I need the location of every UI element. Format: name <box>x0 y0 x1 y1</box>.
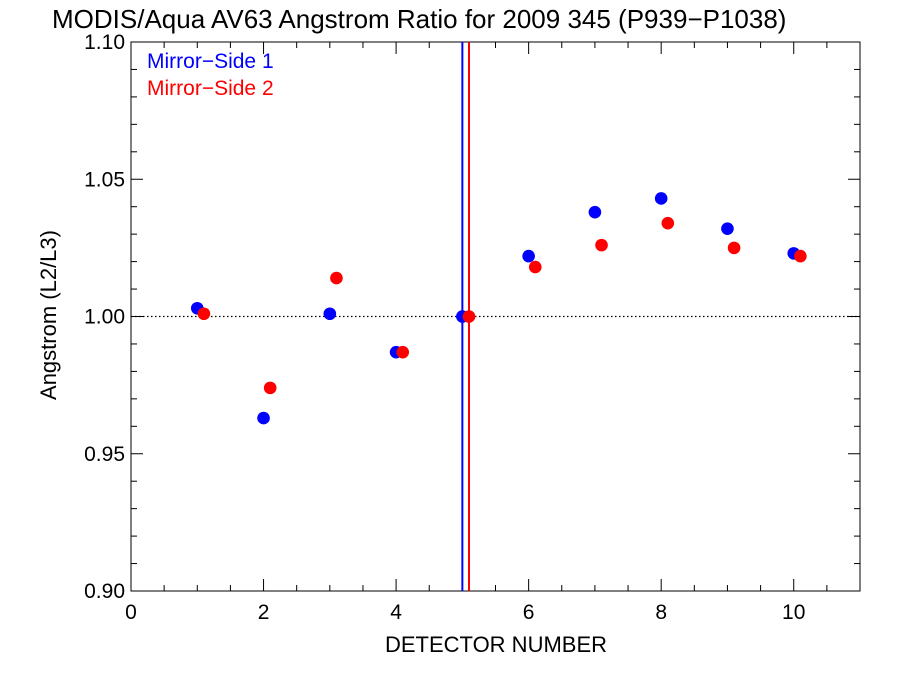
data-point-series-2 <box>595 238 608 252</box>
data-point-series-2 <box>661 216 675 230</box>
y-axis-label: Angstrom (L2/L3) <box>36 230 61 400</box>
x-tick-label: 2 <box>258 601 270 624</box>
x-axis-label: DETECTOR NUMBER <box>385 632 607 657</box>
legend: Mirror−Side 1 Mirror−Side 2 <box>147 50 274 100</box>
plot-area: 0 2 4 6 8 10 0.90 0.95 1.00 1.05 1.10 <box>84 31 861 624</box>
x-tick-label: 4 <box>390 601 402 624</box>
data-point-series-2 <box>528 260 542 274</box>
data-point-series-2 <box>396 345 410 359</box>
legend-entry-series-2: Mirror−Side 2 <box>147 77 274 100</box>
x-tick-label: 0 <box>125 601 137 624</box>
data-point-series-1 <box>323 307 337 321</box>
x-tick-label: 10 <box>782 601 805 624</box>
y-tick-label: 1.00 <box>84 306 125 329</box>
y-tick-label: 1.05 <box>84 168 125 191</box>
x-tick-label: 8 <box>655 601 667 624</box>
data-point-series-1 <box>257 411 270 425</box>
data-point-series-1 <box>654 192 668 205</box>
data-point-series-1 <box>721 222 734 235</box>
legend-entry-series-1: Mirror−Side 1 <box>147 50 274 73</box>
data-point-series-1 <box>588 205 602 219</box>
y-tick-label: 0.90 <box>84 580 125 603</box>
data-point-series-2 <box>330 271 343 285</box>
data-point-series-2 <box>197 307 211 321</box>
data-point-series-2 <box>462 310 476 323</box>
data-point-series-1 <box>522 249 535 263</box>
x-tick-label: 6 <box>523 601 535 624</box>
y-tick-label: 1.10 <box>84 31 125 54</box>
data-point-series-2 <box>727 241 741 255</box>
data-point-series-2 <box>794 249 807 263</box>
chart-title: MODIS/Aqua AV63 Angstrom Ratio for 2009 … <box>52 4 786 34</box>
y-tick-label: 0.95 <box>84 443 125 466</box>
data-point-series-2 <box>263 381 277 395</box>
